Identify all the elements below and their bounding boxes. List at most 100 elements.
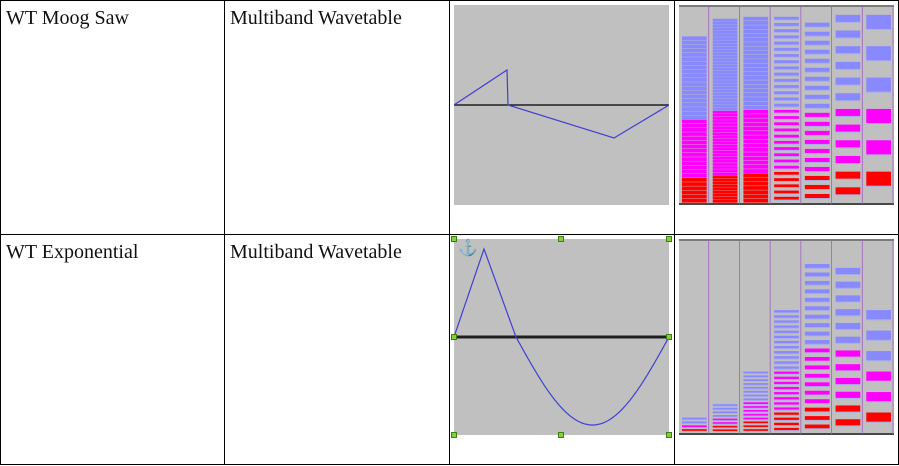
resize-handle-top-right[interactable] [666, 236, 672, 242]
spectrum-line [804, 85, 830, 90]
spectrum-line-shadow [774, 94, 799, 96]
resize-handle-top[interactable] [558, 236, 564, 242]
resize-handle-bottom[interactable] [558, 432, 564, 438]
spectrum-line-shadow [804, 89, 830, 91]
spectrum-line [774, 417, 799, 420]
name-cell[interactable]: WT Exponential [0, 234, 225, 465]
spectrum-line-shadow [804, 428, 830, 430]
spectrum-line [712, 156, 738, 160]
spectrum-line [835, 14, 861, 22]
resize-handle-bottom-right[interactable] [666, 432, 672, 438]
spectrum-line-shadow [804, 116, 830, 118]
spectrum-line-shadow [866, 60, 891, 62]
spectrum-line [712, 166, 738, 169]
spectrum-line-shadow [774, 50, 799, 52]
spectrum-line [712, 27, 738, 31]
type-cell[interactable]: Multiband Wavetable [224, 0, 450, 235]
spectrum-line [774, 340, 799, 344]
waveform-image[interactable] [454, 5, 669, 205]
spectrum-line-shadow [774, 44, 799, 46]
spectrum-line-shadow [835, 178, 861, 180]
spectrum-image[interactable] [679, 5, 894, 205]
spectrum-line [743, 97, 769, 102]
wavetable-name: WT Exponential [6, 241, 139, 263]
spectrum-line [743, 21, 769, 25]
spectrum-line [712, 141, 738, 145]
spectrum-line [743, 76, 769, 80]
spectrum-line [774, 330, 799, 333]
spectrum-line [682, 40, 707, 45]
anchor-icon[interactable]: ⚓ [458, 240, 478, 257]
spectrum-line [712, 120, 738, 123]
spectrum-line [712, 181, 738, 185]
spectrum-line-shadow [866, 319, 891, 321]
spectrum-band [682, 6, 710, 204]
spectrum-line [774, 78, 799, 82]
spectrum-band [743, 6, 771, 204]
spectrum-image[interactable] [679, 239, 894, 435]
spectrum-line [712, 135, 738, 139]
spectrum-line [682, 186, 707, 191]
spectrum-line-shadow [835, 115, 861, 117]
spectrum-line-shadow [774, 430, 799, 432]
spectrum-line-shadow [774, 149, 799, 151]
spectrum-line-shadow [804, 377, 830, 379]
spectrum-line [743, 126, 769, 131]
spectrum-line [866, 140, 891, 155]
spectrum-line [804, 175, 830, 181]
spectrum-line [774, 72, 799, 76]
spectrum-line [774, 134, 799, 138]
spectrum-line [804, 76, 830, 81]
waveform-cell[interactable] [449, 0, 675, 235]
name-cell[interactable]: WT Moog Saw [0, 0, 225, 235]
spectrum-line [774, 422, 799, 426]
waveform-image-selected[interactable]: ⚓ [454, 239, 669, 435]
resize-handle-top-left[interactable] [451, 236, 457, 242]
spectrum-line [682, 157, 707, 161]
spectrum-line [835, 405, 861, 412]
spectrum-line [682, 44, 707, 49]
spectrum-line [804, 272, 830, 277]
resize-handle-left[interactable] [451, 334, 457, 340]
spectrum-line [804, 130, 830, 135]
spectrum-line-shadow [774, 187, 799, 189]
spectrum-line [682, 90, 707, 95]
spectrum-line [804, 306, 830, 311]
spectrum-line-shadow [804, 98, 830, 100]
spectrum-cell[interactable] [674, 0, 899, 235]
spectrum-line [743, 105, 769, 110]
spectrum-line-shadow [774, 125, 799, 127]
resize-handle-right[interactable] [666, 334, 672, 340]
spectrum-line [682, 69, 707, 74]
spectrum-line [743, 33, 769, 38]
spectrum-line [743, 417, 769, 420]
spectrum-line-shadow [774, 358, 799, 360]
spectrum-line [682, 82, 707, 86]
spectrum-line [835, 77, 861, 85]
spectrum-line [743, 194, 769, 199]
spectrum-line [743, 109, 769, 114]
spectrum-line [682, 190, 707, 195]
spectrum-line [743, 398, 769, 401]
spectrum-line-shadow [774, 131, 799, 133]
spectrum-line-shadow [804, 369, 830, 371]
spectrum-line [774, 47, 799, 51]
spectrum-line-shadow [774, 373, 799, 375]
spectrum-line [774, 427, 799, 431]
spectrum-line [712, 160, 738, 163]
spectrum-line [774, 23, 799, 26]
waveform-cell[interactable]: ⚓ [449, 234, 675, 465]
spectrum-line-shadow [743, 419, 769, 421]
spectrum-line [743, 92, 769, 97]
spectrum-line [743, 101, 769, 106]
spectrum-line [743, 135, 769, 140]
spectrum-line [682, 429, 707, 431]
spectrum-line [743, 131, 769, 135]
spectrum-line [712, 37, 738, 40]
spectrum-cell[interactable] [674, 234, 899, 465]
resize-handle-bottom-left[interactable] [451, 432, 457, 438]
spectrum-line [835, 267, 861, 275]
type-cell[interactable]: Multiband Wavetable [224, 234, 450, 465]
spectrum-line [804, 166, 830, 171]
spectrum-line-shadow [774, 409, 799, 411]
